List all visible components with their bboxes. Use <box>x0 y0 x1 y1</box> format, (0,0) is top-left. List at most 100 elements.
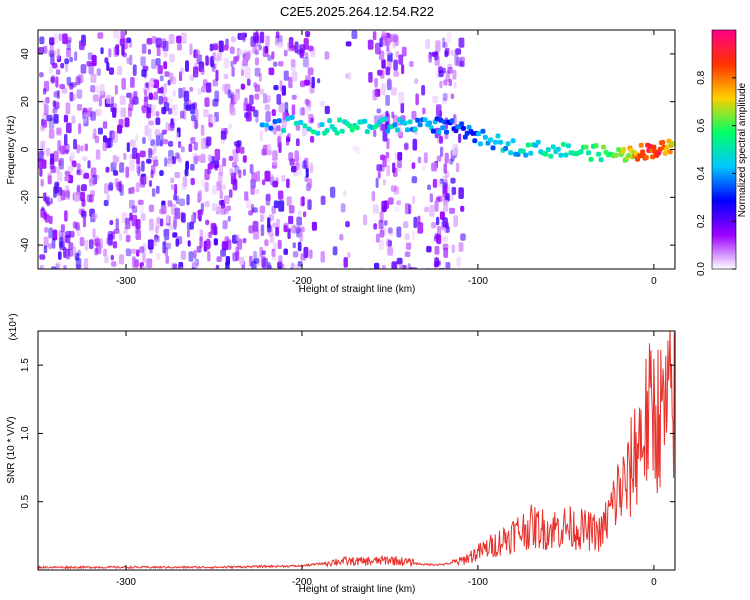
noise-cell <box>444 268 447 269</box>
noise-cell <box>252 45 257 54</box>
noise-cell <box>450 49 456 56</box>
signal-cell <box>402 120 408 126</box>
noise-cell <box>186 222 191 232</box>
noise-cell <box>125 166 129 178</box>
noise-cell <box>219 164 224 177</box>
noise-cell <box>308 45 314 52</box>
signal-cell <box>660 139 666 145</box>
signal-cell <box>665 144 671 150</box>
noise-cell <box>262 179 266 186</box>
noise-cell <box>277 42 284 48</box>
noise-cell <box>121 77 126 90</box>
noise-cell <box>52 107 58 114</box>
noise-cell <box>269 232 275 243</box>
noise-cell <box>226 205 232 211</box>
noise-cell <box>458 242 464 252</box>
noise-cell <box>434 257 439 268</box>
noise-cell <box>59 145 66 155</box>
noise-cell <box>176 127 181 138</box>
noise-cell <box>411 110 417 120</box>
signal-cell <box>498 139 503 145</box>
noise-cell <box>272 161 277 169</box>
noise-cell <box>86 60 92 67</box>
noise-cell <box>178 141 182 148</box>
noise-cell <box>94 135 100 144</box>
spectrogram-cells <box>38 30 675 269</box>
noise-cell <box>157 87 162 94</box>
noise-cell <box>60 224 65 233</box>
noise-cell <box>55 76 59 88</box>
noise-cell <box>169 53 175 63</box>
noise-cell <box>385 110 389 118</box>
noise-cell <box>438 179 443 188</box>
noise-cell <box>201 137 207 150</box>
noise-cell <box>371 191 375 202</box>
signal-cell <box>563 152 569 158</box>
noise-cell <box>87 160 91 169</box>
noise-cell <box>133 91 138 98</box>
noise-cell <box>65 149 69 155</box>
noise-cell <box>401 46 407 57</box>
noise-cell <box>332 246 338 256</box>
noise-cell <box>207 163 214 170</box>
colorbar-label: Normalized spectral amplitude <box>737 82 748 217</box>
noise-cell <box>412 195 416 204</box>
noise-cell <box>117 65 123 76</box>
noise-cell <box>281 174 286 182</box>
noise-cell <box>148 180 153 187</box>
noise-cell <box>216 256 222 262</box>
noise-cell <box>449 207 455 214</box>
noise-cell <box>225 261 230 269</box>
noise-cell <box>176 35 182 44</box>
noise-cell <box>190 178 195 186</box>
noise-cell <box>56 127 62 136</box>
noise-cell <box>233 141 240 147</box>
noise-cell <box>302 127 307 136</box>
noise-cell <box>222 183 226 190</box>
noise-cell <box>297 241 302 252</box>
noise-cell <box>448 78 452 87</box>
noise-cell <box>422 107 426 115</box>
noise-cell <box>230 172 237 185</box>
noise-cell <box>272 250 277 261</box>
noise-cell <box>381 59 386 69</box>
noise-cell <box>73 139 77 150</box>
noise-cell <box>53 91 59 98</box>
x-tick-label: -300 <box>116 577 136 588</box>
noise-cell <box>65 230 71 238</box>
noise-cell <box>265 194 271 206</box>
noise-cell <box>162 139 168 145</box>
noise-cell <box>157 65 163 75</box>
noise-cell <box>188 143 193 153</box>
noise-cell <box>415 93 419 106</box>
noise-cell <box>283 70 289 81</box>
noise-cell <box>446 226 450 233</box>
noise-cell <box>229 107 236 116</box>
noise-cell <box>450 177 456 184</box>
noise-cell <box>460 205 465 212</box>
noise-cell <box>162 241 166 254</box>
noise-cell <box>130 77 135 88</box>
noise-cell <box>195 49 201 59</box>
noise-cell <box>445 268 450 269</box>
signal-cell <box>647 143 653 149</box>
noise-cell <box>363 214 368 226</box>
snr-panel: -300 -200 -100 0 0.5 1.0 1.5 (x10⁴) Height of… <box>6 313 676 595</box>
signal-cell <box>272 119 278 124</box>
noise-cell <box>171 156 176 165</box>
noise-cell <box>300 226 305 233</box>
noise-cell <box>260 224 265 237</box>
noise-cell <box>262 144 268 156</box>
noise-cell <box>43 236 49 248</box>
noise-cell <box>205 82 212 93</box>
noise-cell <box>425 39 430 49</box>
noise-cell <box>146 258 153 268</box>
noise-cell <box>447 66 453 74</box>
noise-cell <box>215 69 219 82</box>
noise-cell <box>76 184 81 193</box>
noise-cell <box>255 188 260 195</box>
noise-cell <box>204 181 209 192</box>
noise-cell <box>39 254 46 260</box>
noise-cell <box>427 184 431 191</box>
noise-cell <box>239 256 244 265</box>
